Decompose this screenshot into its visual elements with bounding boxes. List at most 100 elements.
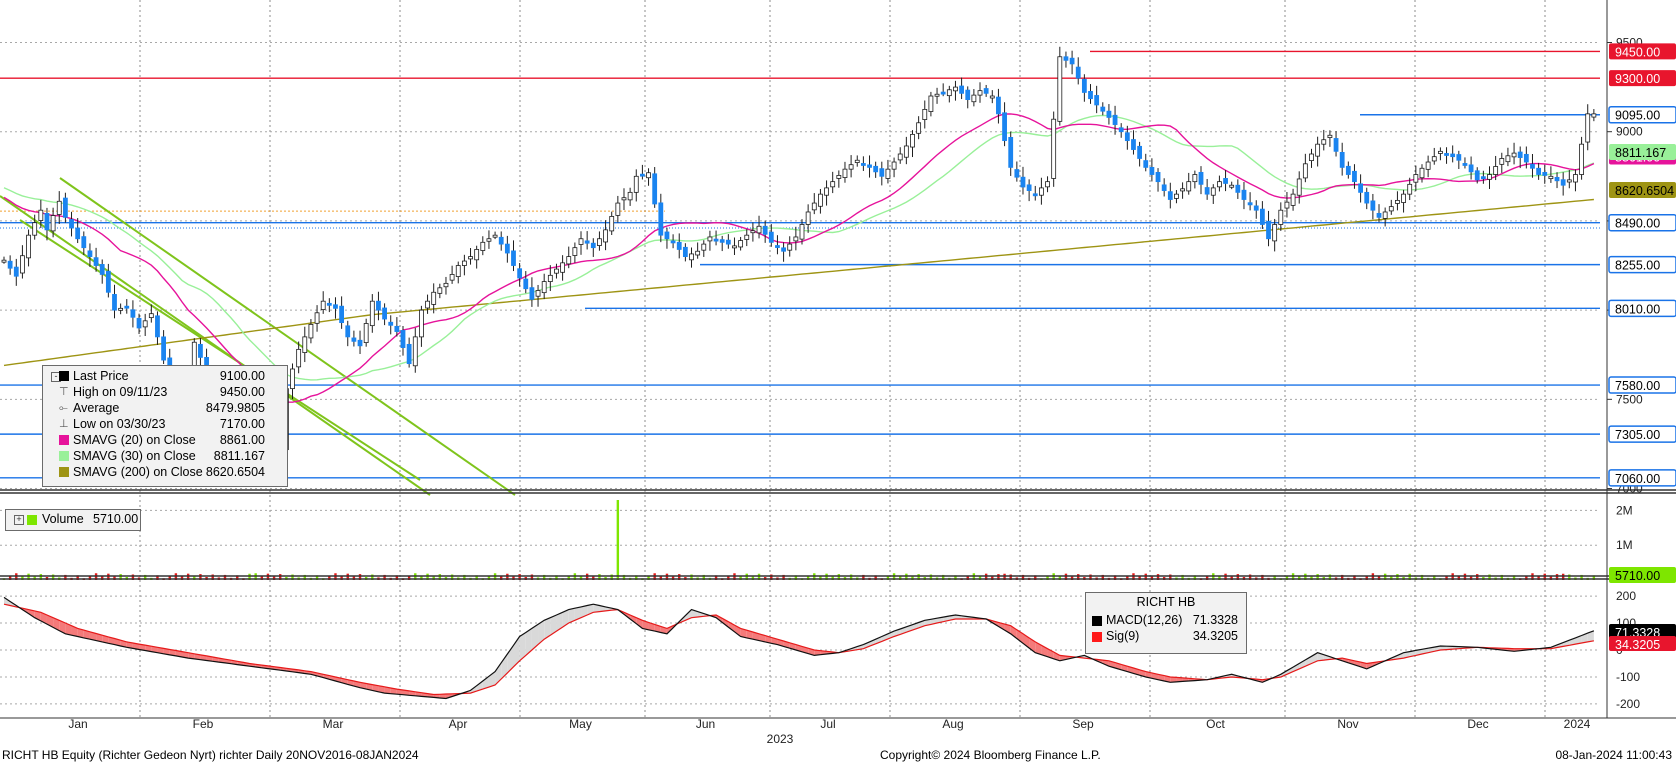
candle-body (1192, 174, 1198, 183)
candle-body (670, 240, 676, 244)
volume-bar (438, 574, 442, 580)
legend-label: Average (73, 401, 120, 415)
volume-bar (678, 574, 681, 580)
volume-bar (665, 573, 669, 580)
price-tag: 8255.00 (1608, 255, 1676, 274)
candle-body (799, 224, 805, 240)
candle-body (627, 191, 633, 201)
volume-tick-label: 1M (1616, 538, 1633, 552)
panel-separators (0, 0, 1676, 719)
candle-body (609, 216, 615, 232)
legend-swatch (59, 371, 69, 381)
price-tag-box (1608, 255, 1676, 274)
candle-body (983, 88, 989, 94)
macd-histogram-fill (194, 653, 201, 660)
volume-bar (143, 574, 147, 580)
macd-histogram-fill (1286, 667, 1294, 675)
price-tag-box (1608, 213, 1676, 232)
candle-body (1302, 163, 1308, 179)
macd-histogram-fill (1581, 633, 1588, 644)
month-label: Feb (193, 717, 214, 731)
candle-body (1511, 152, 1517, 158)
macd-value: 71.3328 (1192, 613, 1238, 627)
volume-bar (1021, 574, 1025, 580)
price-tag-box (1608, 469, 1676, 487)
candle-body (425, 300, 430, 309)
candle-body (1536, 167, 1542, 175)
macd-tick-label: 200 (1616, 589, 1636, 603)
candle-body (946, 89, 952, 97)
macd-tick-label: -200 (1616, 697, 1640, 711)
candle-body (20, 255, 25, 274)
volume-bar (1034, 575, 1037, 580)
volume-bar (475, 575, 478, 580)
candle-body (148, 313, 154, 319)
candle-body (62, 197, 68, 218)
macd-histogram-fill (869, 639, 876, 647)
expand-icon[interactable]: + (14, 515, 24, 525)
candle-body (1112, 114, 1118, 125)
volume-bar (1089, 574, 1092, 580)
volume-bar (1193, 575, 1197, 580)
macd-histogram-fill (53, 617, 60, 631)
volume-bar (248, 573, 251, 580)
price-tag-label: 7060.00 (1615, 472, 1660, 486)
macd-histogram-fill (722, 618, 729, 628)
candle-body (762, 225, 768, 235)
grid-lines (0, 0, 1600, 718)
macd-histogram-fill (71, 625, 78, 637)
candle-body (1161, 184, 1167, 191)
volume-bar (1365, 575, 1368, 580)
candle-body (1290, 193, 1296, 206)
macd-histogram-fill (581, 605, 588, 618)
volume-bar (984, 573, 988, 580)
macd-histogram-fill (163, 648, 170, 655)
candle-body (971, 94, 977, 103)
candle-body (996, 96, 1001, 115)
volume-bar (463, 574, 466, 580)
legend-row: ⟜ Average 8479.9805 (43, 400, 287, 416)
candle-body (529, 287, 535, 300)
price-tag-label: 7580.00 (1615, 379, 1660, 393)
footer-copyright: Copyright© 2024 Bloomberg Finance L.P. (880, 748, 1101, 762)
month-label: 2024 (1564, 717, 1591, 731)
candle-body (695, 250, 701, 256)
volume-bar (291, 574, 294, 580)
price-tag-label: 9095.00 (1615, 109, 1660, 123)
volume-bar (1420, 574, 1424, 580)
candle-body (578, 238, 584, 245)
candle-body (910, 133, 915, 148)
candle-body (1247, 202, 1253, 206)
volume-bar (1285, 575, 1289, 580)
candle-body (781, 247, 786, 252)
macd-histogram-fill (390, 687, 397, 695)
candle-body (1444, 153, 1449, 156)
volume-bar (1316, 574, 1319, 580)
volume-bar (1377, 576, 1381, 580)
price-tick-label: 9000 (1616, 125, 1643, 139)
volume-bar (978, 576, 982, 580)
candle-body (842, 168, 848, 178)
candle-body (1124, 132, 1130, 142)
trend-channel-lines (0, 177, 516, 496)
candle-body (480, 241, 486, 251)
macd-histogram-fill (200, 654, 207, 661)
volume-bar (426, 573, 429, 580)
signal-swatch (1092, 632, 1102, 642)
volume-legend: + Volume 5710.00 (5, 509, 141, 531)
volume-tick-label: 2M (1616, 503, 1633, 517)
macd-histogram-fill (863, 641, 870, 649)
candle-body (615, 202, 621, 216)
volume-bar (450, 574, 454, 580)
month-label: Jan (68, 717, 87, 731)
candle-body (412, 336, 418, 367)
volume-label: Volume (42, 512, 84, 526)
legend-row: SMAVG (200) on Close 8620.6504 (43, 464, 287, 480)
macd-histogram-fill (482, 676, 489, 690)
candle-body (1456, 154, 1462, 161)
volume-bar (1580, 574, 1583, 580)
candle-body (1352, 170, 1357, 183)
macd-histogram-fill (636, 617, 643, 629)
volume-bar (131, 574, 135, 580)
candle-body (474, 249, 480, 261)
